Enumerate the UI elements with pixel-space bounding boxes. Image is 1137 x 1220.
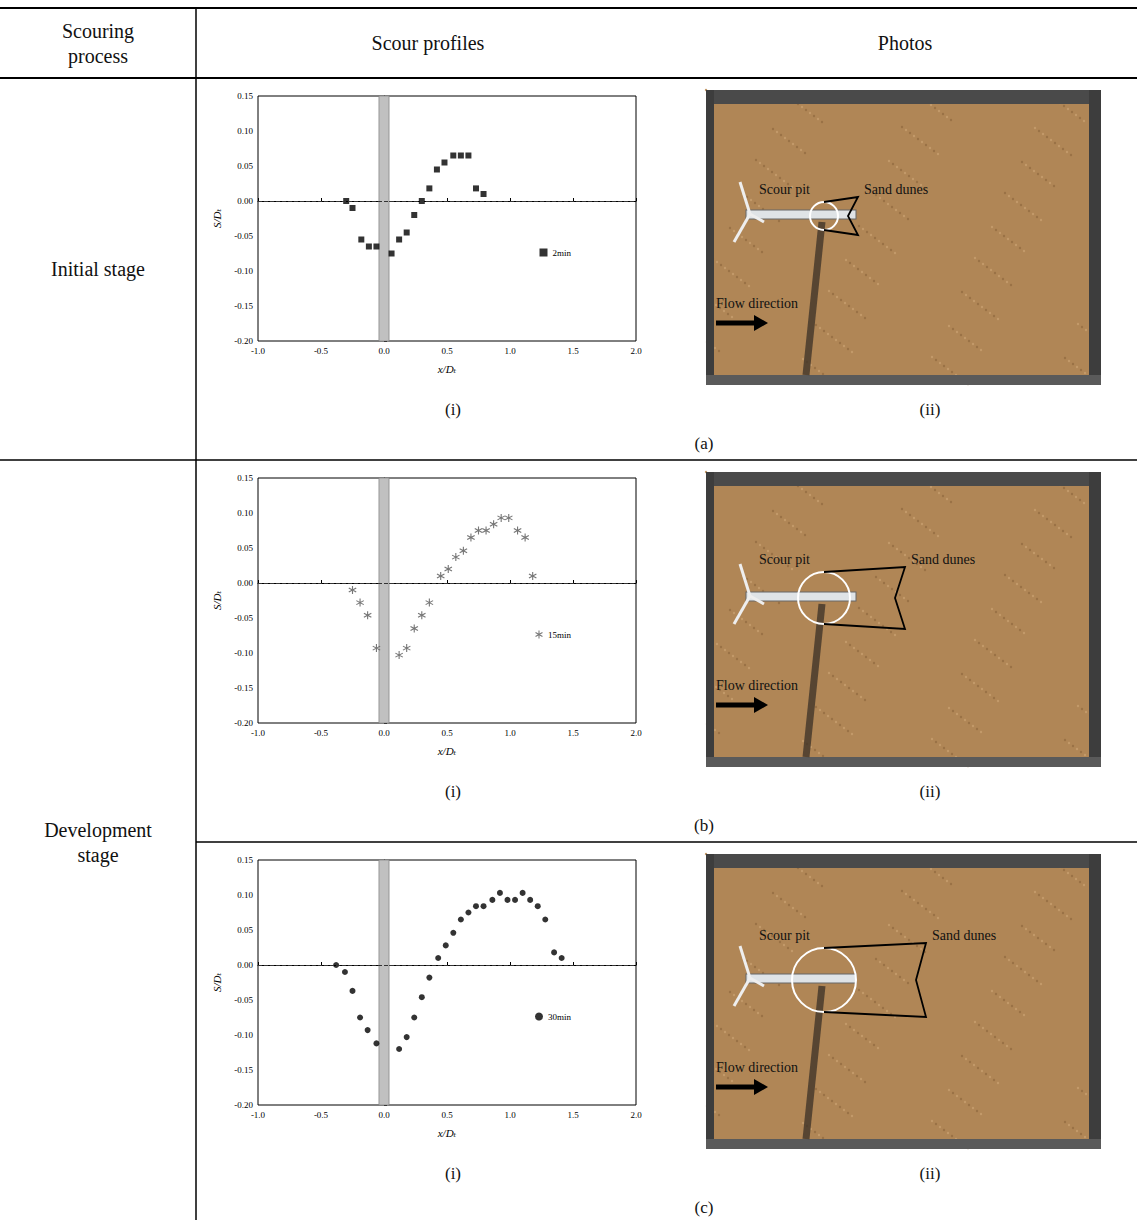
svg-text:Photos: Photos (878, 32, 933, 54)
svg-text:0.15: 0.15 (237, 91, 253, 101)
svg-text:0.05: 0.05 (237, 543, 253, 553)
svg-text:2.0: 2.0 (630, 1110, 642, 1120)
svg-text:Sand dunes: Sand dunes (932, 928, 996, 943)
svg-text:x/Dₜ: x/Dₜ (437, 363, 457, 375)
svg-text:Development: Development (44, 819, 152, 842)
svg-text:-0.15: -0.15 (234, 301, 253, 311)
svg-text:0.10: 0.10 (237, 890, 253, 900)
svg-text:0.10: 0.10 (237, 508, 253, 518)
svg-text:0.0: 0.0 (378, 346, 390, 356)
svg-text:-0.20: -0.20 (234, 1100, 253, 1110)
svg-text:0.00: 0.00 (237, 578, 253, 588)
svg-text:-0.15: -0.15 (234, 683, 253, 693)
svg-text:1.5: 1.5 (567, 1110, 579, 1120)
svg-text:2.0: 2.0 (630, 346, 642, 356)
svg-text:Flow direction: Flow direction (716, 296, 798, 311)
svg-text:-1.0: -1.0 (251, 728, 266, 738)
svg-text:-0.20: -0.20 (234, 336, 253, 346)
svg-text:S/Dₜ: S/Dₜ (211, 209, 223, 229)
svg-text:1.0: 1.0 (504, 346, 516, 356)
svg-text:-0.15: -0.15 (234, 1065, 253, 1075)
svg-text:0.15: 0.15 (237, 855, 253, 865)
svg-text:30min: 30min (548, 1012, 572, 1022)
svg-text:-0.5: -0.5 (314, 1110, 329, 1120)
svg-text:0.0: 0.0 (378, 1110, 390, 1120)
svg-text:x/Dₜ: x/Dₜ (437, 745, 457, 757)
svg-text:Sand dunes: Sand dunes (911, 552, 975, 567)
svg-text:-0.05: -0.05 (234, 613, 253, 623)
svg-text:(ii): (ii) (920, 1164, 941, 1183)
svg-text:Flow direction: Flow direction (716, 1060, 798, 1075)
svg-text:0.10: 0.10 (237, 126, 253, 136)
svg-text:Scour profiles: Scour profiles (372, 32, 485, 55)
svg-text:-0.10: -0.10 (234, 1030, 253, 1040)
svg-text:(ii): (ii) (920, 400, 941, 419)
svg-text:(a): (a) (695, 434, 714, 453)
svg-text:-1.0: -1.0 (251, 1110, 266, 1120)
svg-text:Scour pit: Scour pit (759, 552, 810, 567)
svg-text:-0.10: -0.10 (234, 648, 253, 658)
svg-text:Initial stage: Initial stage (51, 258, 145, 281)
svg-text:-0.05: -0.05 (234, 995, 253, 1005)
svg-text:Sand dunes: Sand dunes (864, 182, 928, 197)
svg-text:0.00: 0.00 (237, 196, 253, 206)
svg-text:1.0: 1.0 (504, 1110, 516, 1120)
svg-text:0.05: 0.05 (237, 925, 253, 935)
svg-text:Scouring: Scouring (62, 20, 134, 43)
svg-text:1.5: 1.5 (567, 346, 579, 356)
svg-text:0.5: 0.5 (441, 728, 453, 738)
svg-text:(b): (b) (694, 816, 714, 835)
svg-text:-0.20: -0.20 (234, 718, 253, 728)
svg-text:x/Dₜ: x/Dₜ (437, 1127, 457, 1139)
svg-text:2min: 2min (552, 248, 571, 258)
svg-text:process: process (68, 45, 128, 68)
svg-text:S/Dₜ: S/Dₜ (211, 973, 223, 993)
svg-text:-1.0: -1.0 (251, 346, 266, 356)
svg-text:-0.5: -0.5 (314, 346, 329, 356)
svg-text:stage: stage (77, 844, 118, 867)
svg-text:(i): (i) (445, 782, 461, 801)
svg-text:-0.10: -0.10 (234, 266, 253, 276)
svg-text:Scour pit: Scour pit (759, 928, 810, 943)
svg-text:2.0: 2.0 (630, 728, 642, 738)
svg-text:0.5: 0.5 (441, 1110, 453, 1120)
svg-text:-0.5: -0.5 (314, 728, 329, 738)
svg-text:(ii): (ii) (920, 782, 941, 801)
svg-text:0.15: 0.15 (237, 473, 253, 483)
svg-text:1.0: 1.0 (504, 728, 516, 738)
svg-text:S/Dₜ: S/Dₜ (211, 591, 223, 611)
svg-text:(i): (i) (445, 1164, 461, 1183)
svg-text:-0.05: -0.05 (234, 231, 253, 241)
svg-text:0.05: 0.05 (237, 161, 253, 171)
svg-text:(c): (c) (695, 1198, 714, 1217)
svg-text:Scour pit: Scour pit (759, 182, 810, 197)
svg-text:Flow direction: Flow direction (716, 678, 798, 693)
svg-text:1.5: 1.5 (567, 728, 579, 738)
svg-text:(i): (i) (445, 400, 461, 419)
svg-text:0.5: 0.5 (441, 346, 453, 356)
svg-text:0.0: 0.0 (378, 728, 390, 738)
svg-text:15min: 15min (548, 630, 572, 640)
svg-text:0.00: 0.00 (237, 960, 253, 970)
